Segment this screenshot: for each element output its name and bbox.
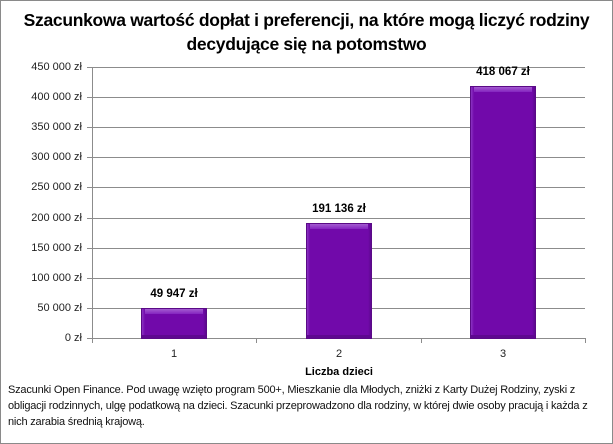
chart-title-line-2: decydujące się na potomstwo: [186, 34, 427, 54]
bar-bevel: [532, 87, 535, 338]
bar-2: [306, 223, 372, 339]
data-label: 49 947 zł: [150, 288, 198, 300]
bar-1: [141, 308, 207, 339]
chart-title: Szacunkowa wartość dopłat i preferencji,…: [0, 8, 613, 56]
gridline: [92, 67, 585, 68]
bar-bevel: [471, 87, 535, 92]
y-tick: [87, 67, 92, 68]
y-tick: [87, 308, 92, 309]
bar-bevel: [203, 309, 206, 338]
gridline: [92, 218, 585, 219]
x-tick: [92, 338, 93, 343]
x-tick-label: 2: [335, 348, 343, 360]
bar-bevel: [142, 335, 206, 338]
bar-bevel: [142, 309, 206, 314]
y-tick-label: 450 000 zł: [31, 61, 82, 73]
y-tick-label: 350 000 zł: [31, 121, 82, 133]
y-tick: [87, 97, 92, 98]
y-tick: [87, 278, 92, 279]
bar-bevel: [142, 309, 145, 338]
y-axis-line: [92, 67, 93, 343]
bar-3: [470, 86, 536, 339]
x-tick-label: 1: [170, 348, 178, 360]
y-tick: [87, 218, 92, 219]
y-tick-label: 400 000 zł: [31, 91, 82, 103]
y-tick: [87, 187, 92, 188]
y-tick-label: 200 000 zł: [31, 212, 82, 224]
y-tick-label: 100 000 zł: [31, 272, 82, 284]
bar-bevel: [307, 224, 310, 338]
x-axis-title: Liczba dzieci: [305, 366, 373, 378]
bar-bevel: [471, 87, 474, 338]
x-tick: [585, 338, 586, 343]
bar-bevel: [368, 224, 371, 338]
y-tick-label: 150 000 zł: [31, 242, 82, 254]
y-tick-label: 300 000 zł: [31, 151, 82, 163]
y-tick: [87, 157, 92, 158]
chart-title-line-1: Szacunkowa wartość dopłat i preferencji,…: [23, 10, 590, 30]
x-tick: [256, 338, 257, 343]
data-label: 191 136 zł: [312, 203, 366, 215]
y-tick-label: 250 000 zł: [31, 181, 82, 193]
data-label: 418 067 zł: [476, 66, 530, 78]
y-tick: [87, 248, 92, 249]
gridline: [92, 97, 585, 98]
x-tick: [421, 338, 422, 343]
gridline: [92, 127, 585, 128]
gridline: [92, 187, 585, 188]
y-tick: [87, 338, 92, 339]
bar-bevel: [471, 335, 535, 338]
x-tick-label: 3: [499, 348, 507, 360]
footnote: Szacunki Open Finance. Pod uwagę wzięto …: [8, 384, 588, 428]
gridline: [92, 157, 585, 158]
y-tick-label: 50 000 zł: [37, 302, 82, 314]
bar-bevel: [307, 224, 371, 229]
y-tick-label: 0 zł: [64, 332, 82, 344]
y-tick: [87, 127, 92, 128]
bar-bevel: [307, 335, 371, 338]
